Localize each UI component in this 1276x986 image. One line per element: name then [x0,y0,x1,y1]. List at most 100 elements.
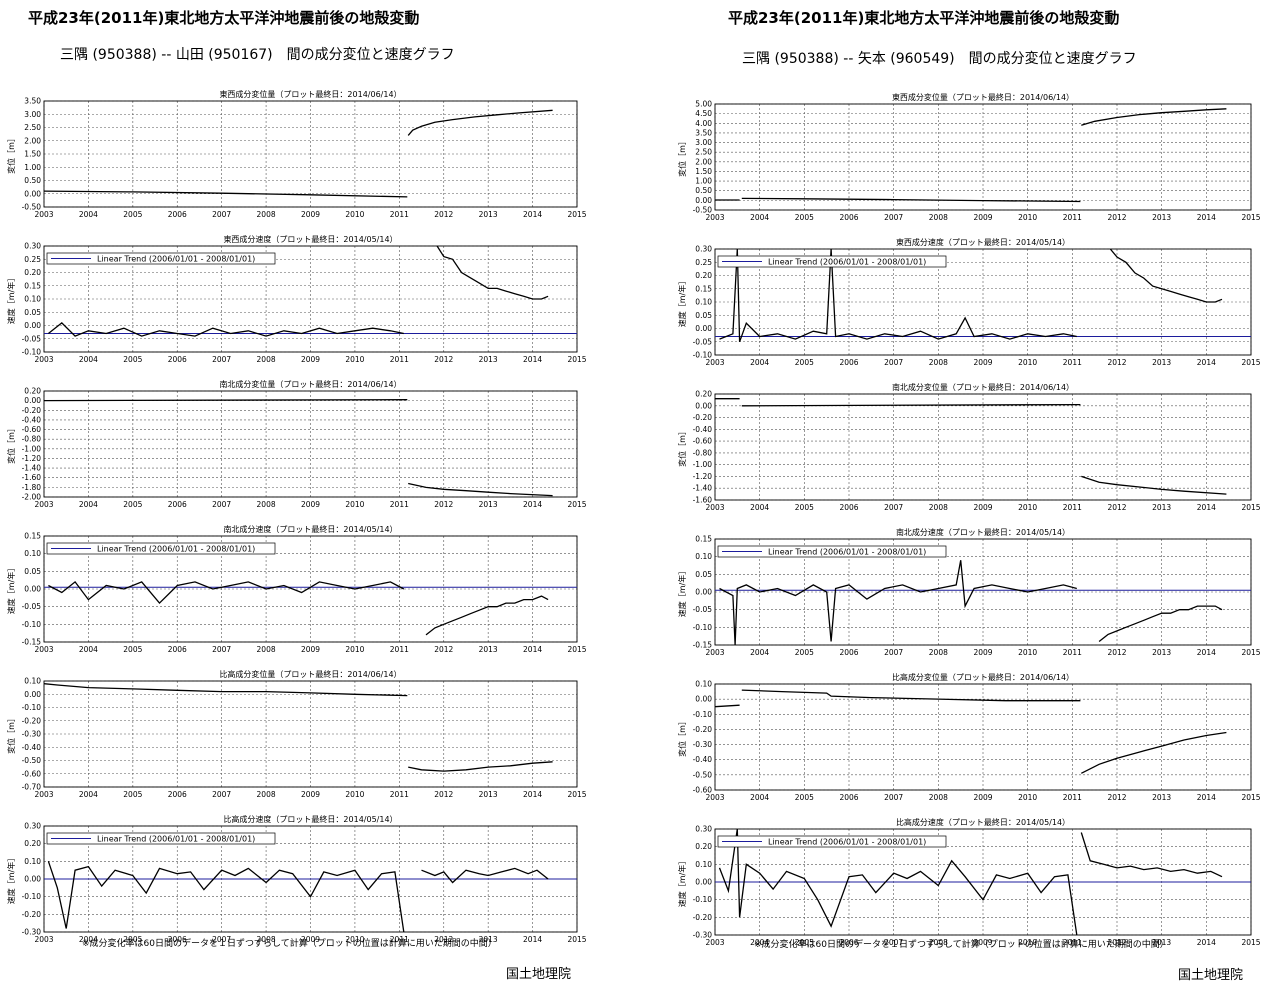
x-tick-label: 2008 [257,790,276,799]
x-tick-label: 2007 [884,938,903,947]
x-tick-label: 2005 [123,500,142,509]
x-tick-label: 2003 [705,503,724,512]
series-line [741,197,1081,203]
y-tick-label: 0.00 [24,875,41,884]
x-tick-label: 2006 [839,938,858,947]
x-tick-label: 2007 [884,358,903,367]
x-tick-label: 2009 [973,503,992,512]
y-tick-label: -0.05 [693,337,713,346]
x-tick-label: 2009 [301,355,320,364]
x-tick-label: 2013 [479,935,498,944]
x-tick-label: 2013 [1152,358,1171,367]
x-tick-label: 2003 [705,938,724,947]
y-tick-label: 0.10 [24,295,41,304]
x-tick-label: 2011 [1063,648,1082,657]
y-tick-label: 0.00 [695,878,712,887]
x-tick-label: 2014 [1197,793,1216,802]
x-tick-label: 2004 [750,648,769,657]
x-tick-label: 2006 [839,793,858,802]
y-tick-label: -0.20 [22,910,42,919]
x-tick-label: 2012 [434,790,453,799]
y-tick-label: -0.20 [693,725,713,734]
chart-right-ud-velocity: 比高成分速度（プロット最終日：2014/05/14） -0.30 -0.20 -0.1… [677,817,1261,947]
x-tick-label: 2006 [839,648,858,657]
x-tick-label: 2013 [1152,213,1171,222]
series-line [44,683,408,697]
y-tick-label: 0.00 [24,189,41,198]
x-tick-label: 2007 [212,500,231,509]
y-tick-label: -0.10 [22,620,42,629]
y-tick-label: -0.10 [22,892,42,901]
series-line [1080,832,1223,878]
legend-box [717,255,947,268]
y-tick-label: 0.05 [695,311,712,320]
y-tick-label: 0.00 [24,690,41,699]
y-tick-label: -0.80 [693,448,713,457]
chart-title: 南北成分速度（プロット最終日：2014/05/14） [223,524,397,534]
chart-title: 比高成分速度（プロット最終日：2014/05/14） [896,817,1070,827]
x-tick-label: 2015 [1241,793,1260,802]
x-tick-label: 2007 [884,503,903,512]
x-tick-label: 2012 [434,645,453,654]
right-organization: 国土地理院 [1178,968,1244,983]
x-tick-label: 2010 [345,355,364,364]
x-tick-label: 2009 [301,645,320,654]
series-line [715,704,740,708]
series-line [436,246,549,300]
x-tick-label: 2004 [79,355,98,364]
y-tick-label: 1.50 [695,167,712,176]
series-line [48,580,405,605]
legend-box [717,545,947,558]
y-tick-label: 4.50 [695,109,712,118]
x-tick-label: 2004 [79,210,98,219]
plot-frame [714,103,1252,211]
y-tick-label: -0.10 [693,895,713,904]
series-line [425,595,549,636]
x-tick-label: 2011 [1063,213,1082,222]
y-tick-label: 0.10 [24,857,41,866]
y-tick-label: 0.10 [695,552,712,561]
legend-label: Linear Trend (2006/01/01 - 2008/01/01) [768,838,926,847]
legend-box [46,252,276,265]
x-tick-label: 2006 [168,210,187,219]
x-tick-label: 2011 [390,935,409,944]
y-tick-label: -0.20 [22,406,42,415]
y-tick-label: -0.05 [693,605,713,614]
y-axis-label: 変位［m］ [677,717,687,757]
x-tick-label: 2008 [929,793,948,802]
x-tick-label: 2014 [1197,938,1216,947]
y-tick-label: 0.20 [695,271,712,280]
y-tick-label: -0.60 [22,425,42,434]
x-tick-label: 2005 [123,355,142,364]
y-tick-label: 0.50 [24,176,41,185]
series-line [44,190,408,198]
chart-title: 東西成分変位量（プロット最終日：2014/06/14） [219,89,401,99]
y-tick-label: 0.10 [695,860,712,869]
x-tick-label: 2006 [839,213,858,222]
y-tick-label: -1.80 [22,483,42,492]
x-tick-label: 2007 [212,645,231,654]
x-tick-label: 2003 [705,648,724,657]
x-tick-label: 2009 [973,938,992,947]
x-tick-label: 2009 [973,793,992,802]
x-tick-label: 2015 [1241,503,1260,512]
y-tick-label: -1.40 [693,484,713,493]
plot-frame [43,535,578,643]
y-tick-label: -1.60 [693,496,713,505]
right-page-subtitle: 三隅 (950388) -- 矢本 (960549) 間の成分変位と速度グラフ [742,51,1137,67]
series-line [407,109,553,136]
chart-title: 東西成分速度（プロット最終日：2014/05/14） [223,234,397,244]
y-tick-label: 0.05 [24,308,41,317]
y-axis-label: 速度［m/年］ [6,274,16,325]
legend-label: Linear Trend (2006/01/01 - 2008/01/01) [768,258,926,267]
y-axis-label: 速度［m/年］ [677,567,687,618]
x-tick-label: 2012 [1107,358,1126,367]
y-tick-label: 0.00 [24,321,41,330]
y-tick-label: -1.40 [22,464,42,473]
x-tick-label: 2011 [390,645,409,654]
y-tick-label: 3.50 [695,128,712,137]
x-tick-label: 2014 [523,790,542,799]
x-tick-label: 2006 [168,500,187,509]
legend-box [717,835,947,848]
y-tick-label: 0.05 [695,570,712,579]
